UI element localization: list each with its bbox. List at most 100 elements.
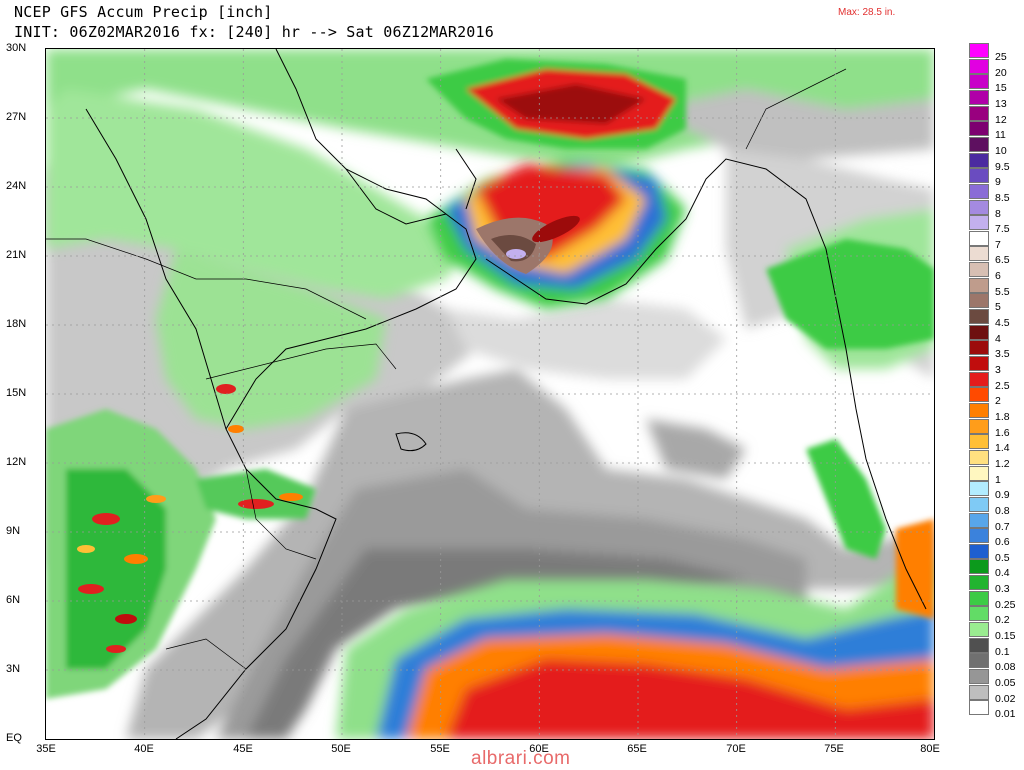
lat-label-12n: 12N <box>6 456 27 468</box>
colorbar-label: 0.05 <box>995 677 1016 689</box>
colorbar-label: 7 <box>995 238 1001 251</box>
political-boundaries <box>46 68 847 670</box>
colorbar-label: 0.9 <box>995 489 1010 502</box>
colorbar-label: 11 <box>995 129 1006 142</box>
colorbar-label: 5 <box>995 301 1001 314</box>
colorbar-swatch <box>969 105 989 121</box>
lat-label-3n: 3N <box>6 663 21 675</box>
colorbar-swatch <box>969 136 989 152</box>
colorbar-swatch <box>969 700 989 716</box>
colorbar-label: 1.8 <box>995 410 1010 423</box>
colorbar-swatch <box>969 277 989 293</box>
lat-label-15n: 15N <box>6 387 27 399</box>
colorbar-label: 8.5 <box>995 191 1010 204</box>
colorbar-swatch <box>969 356 989 371</box>
india-precip-layer <box>766 239 934 619</box>
colorbar-swatch <box>969 371 989 387</box>
colorbar-swatch <box>969 183 989 199</box>
colorbar-label: 6 <box>995 270 1001 283</box>
colorbar-swatch <box>969 215 989 231</box>
lat-label-21n: 21N <box>6 249 27 261</box>
colorbar-label: 2.5 <box>995 379 1010 392</box>
colorbar-label: 1.2 <box>995 457 1010 470</box>
lon-label-35e: 35E <box>36 743 56 755</box>
colorbar-label: 4.5 <box>995 317 1010 330</box>
colorbar-label: 0.2 <box>995 614 1010 627</box>
lon-label-70e: 70E <box>726 743 746 755</box>
colorbar-swatch <box>969 496 989 512</box>
colorbar-label: 3 <box>995 364 1001 376</box>
colorbar-swatch <box>969 543 989 559</box>
colorbar-swatch <box>969 559 989 575</box>
lon-label-80e: 80E <box>920 743 940 755</box>
colorbar-swatch <box>969 58 989 74</box>
colorbar-swatch <box>969 575 989 591</box>
forecast-init-line: INIT: 06Z02MAR2016 fx: [240] hr --> Sat … <box>14 23 494 41</box>
colorbar-label: 1.6 <box>995 426 1010 439</box>
colorbar-label: 1.4 <box>995 442 1010 455</box>
lat-label-27n: 27N <box>6 111 27 123</box>
colorbar-swatch <box>969 168 989 184</box>
colorbar-label: 0.7 <box>995 520 1010 533</box>
colorbar-swatch <box>969 89 989 105</box>
colorbar-label: 0.8 <box>995 504 1010 517</box>
colorbar-swatch <box>969 199 989 215</box>
colorbar-swatch <box>969 324 989 340</box>
africa-convective-cells <box>77 384 303 653</box>
colorbar-swatch <box>969 622 989 638</box>
colorbar-label: 8 <box>995 207 1001 220</box>
storm-core <box>476 215 580 274</box>
colorbar-label: 12 <box>995 113 1007 126</box>
coastlines <box>85 49 927 739</box>
colorbar-label: 0.08 <box>995 661 1016 674</box>
colorbar-label: 0.3 <box>995 583 1010 596</box>
colorbar-swatch <box>969 121 989 137</box>
lon-label-65e: 65E <box>627 743 647 755</box>
colorbar-swatch <box>969 402 989 418</box>
lat-label-30n: 30N <box>6 42 27 54</box>
colorbar-label: 1 <box>995 473 1001 486</box>
colorbar-label: 2 <box>995 395 1001 408</box>
iran-precip-band <box>426 59 686 149</box>
colorbar-label: 0.02 <box>995 692 1016 705</box>
colorbar-swatch <box>969 418 989 434</box>
colorbar-label: 15 <box>995 82 1007 95</box>
colorbar-swatch <box>969 528 989 544</box>
colorbar-label: 6.5 <box>995 254 1010 267</box>
africa-precip-layer <box>46 409 316 699</box>
colorbar-swatch <box>969 262 989 278</box>
colorbar-swatch <box>969 152 989 168</box>
colorbar-label: 13 <box>995 97 1007 110</box>
colorbar-swatch <box>969 340 989 356</box>
itcz-precip-band <box>336 559 934 739</box>
colorbar-label: 25 <box>995 51 1007 63</box>
colorbar-swatch <box>969 246 989 262</box>
colorbar-label: 0.25 <box>995 598 1016 611</box>
colorbar-swatch <box>969 434 989 450</box>
lat-label-24n: 24N <box>6 180 27 192</box>
colorbar-swatch <box>969 465 989 481</box>
colorbar-swatch <box>969 481 989 497</box>
colorbar-label: 5.5 <box>995 285 1010 298</box>
colorbar-label: 10 <box>995 144 1007 157</box>
colorbar-swatch <box>969 293 989 309</box>
colorbar-label: 0.6 <box>995 536 1010 549</box>
lon-label-45e: 45E <box>233 743 253 755</box>
colorbar-swatch <box>969 637 989 653</box>
watermark: albrari.com <box>471 748 571 769</box>
lon-label-50e: 50E <box>331 743 351 755</box>
lat-label-9n: 9N <box>6 525 21 537</box>
colorbar-swatch <box>969 43 989 58</box>
colorbar-label: 4 <box>995 332 1001 345</box>
lon-label-75e: 75E <box>824 743 844 755</box>
colorbar-swatch <box>969 512 989 528</box>
colorbar-swatch <box>969 449 989 465</box>
precip-map <box>45 48 935 740</box>
colorbar-swatch <box>969 230 989 246</box>
colorbar-label: 7.5 <box>995 223 1010 236</box>
colorbar-swatch <box>969 606 989 622</box>
colorbar-label: 0.5 <box>995 551 1010 564</box>
colorbar-label: 3.5 <box>995 348 1010 361</box>
colorbar-swatch <box>969 653 989 669</box>
lon-label-60e: 60E <box>529 743 549 755</box>
